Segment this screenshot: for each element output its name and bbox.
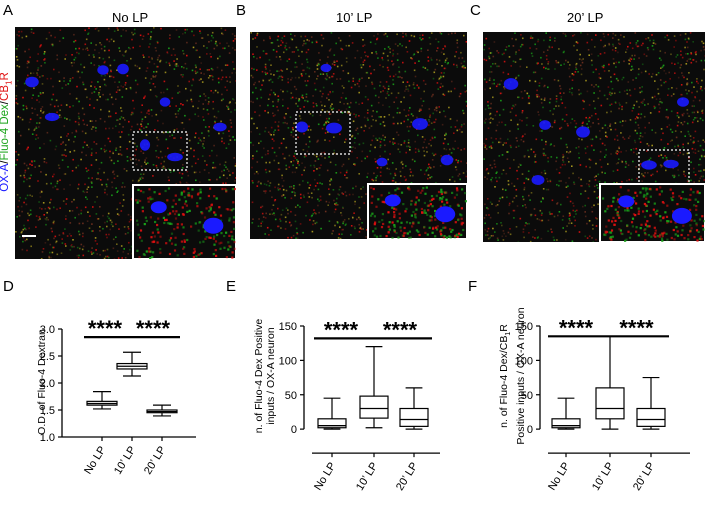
- x-tick-label: No LP: [82, 444, 108, 476]
- x-tick-label: 10’ LP: [590, 460, 616, 492]
- inset-neuron: [435, 206, 456, 223]
- significance-stars: ****: [619, 315, 654, 340]
- iqr-box: [551, 418, 581, 429]
- oxa-neuron: [677, 97, 689, 107]
- panel-a-title: No LP: [112, 10, 149, 25]
- micrograph-c: [483, 32, 705, 242]
- oxa-neuron: [97, 65, 109, 75]
- y-tick-label: 150: [515, 321, 533, 333]
- inset-neuron: [203, 217, 224, 234]
- box-plot-1: [86, 391, 118, 410]
- y-tick-label: 100: [515, 355, 533, 367]
- oxa-neuron: [326, 122, 342, 134]
- box-plot-3: [146, 404, 178, 417]
- y-tick-label: 100: [279, 355, 297, 367]
- box-plot-2: [359, 346, 389, 429]
- iqr-box: [595, 387, 625, 420]
- panel-letter-b: B: [236, 2, 247, 19]
- oxa-neuron: [440, 154, 454, 166]
- oxa-neuron: [44, 112, 60, 122]
- oxa-neuron: [159, 97, 171, 107]
- box-plot-1: [551, 397, 581, 430]
- oxa-neuron: [295, 121, 309, 133]
- x-tick-label: No LP: [312, 460, 338, 492]
- iqr-box: [399, 407, 429, 427]
- oxa-neuron: [641, 160, 657, 170]
- panel-letter-a: A: [3, 2, 14, 19]
- x-tick-label: 20’ LP: [142, 444, 168, 476]
- oxa-neuron: [320, 63, 332, 73]
- box-plot-2: [116, 351, 148, 377]
- inset-neuron: [618, 195, 635, 208]
- y-tick-label: 0: [291, 424, 297, 436]
- oxa-neuron: [376, 157, 388, 167]
- y-tick-label: 50: [521, 390, 533, 402]
- y-tick-label: 50: [285, 390, 297, 402]
- zoom-region-box: [132, 131, 188, 171]
- oxa-neuron: [139, 139, 151, 151]
- significance-stars: ****: [559, 315, 594, 340]
- iqr-box: [359, 395, 389, 419]
- micrograph-b: [250, 32, 467, 239]
- significance-stars: ****: [88, 316, 123, 341]
- y-tick-label: 0: [527, 424, 533, 436]
- y-tick-label: 2.0: [40, 378, 55, 390]
- oxa-neuron: [213, 122, 227, 132]
- inset-neuron: [671, 207, 692, 224]
- box-plot-3: [636, 376, 666, 430]
- y-tick-label: 1.5: [40, 405, 55, 417]
- box-plot-2: [595, 335, 625, 430]
- y-tick-label: 1.0: [40, 432, 55, 444]
- y-tick-label: 3.0: [40, 324, 55, 336]
- x-tick-label: 20’ LP: [631, 460, 657, 492]
- x-tick-label: 20’ LP: [394, 460, 420, 492]
- oxa-neuron: [531, 175, 545, 185]
- scale-bar: [22, 235, 36, 237]
- box-plot-3: [399, 387, 429, 430]
- panel-letter-c: C: [470, 2, 481, 19]
- x-tick-label: 10’ LP: [354, 460, 380, 492]
- x-tick-label: 10’ LP: [112, 444, 138, 476]
- panel-b-title: 10’ LP: [336, 10, 373, 25]
- iqr-box: [317, 418, 347, 429]
- oxa-neuron: [539, 120, 551, 130]
- y-tick-label: 150: [279, 321, 297, 333]
- panel-letter-f: F: [468, 278, 478, 295]
- inset-neuron: [150, 201, 167, 214]
- micrograph-texture: [250, 32, 467, 239]
- panel-c-title: 20’ LP: [567, 10, 604, 25]
- y-tick-label: 2.5: [40, 351, 55, 363]
- significance-stars: ****: [136, 316, 171, 341]
- panel-letter-d: D: [3, 278, 14, 295]
- micrograph-texture: [483, 32, 705, 242]
- oxa-neuron: [25, 76, 39, 88]
- micrograph-a: [15, 27, 236, 259]
- micrograph-texture: [15, 27, 236, 259]
- panel-letter-e: E: [226, 278, 237, 295]
- oxa-neuron: [167, 152, 183, 162]
- oxa-neuron: [117, 63, 129, 75]
- oxa-neuron: [663, 159, 679, 169]
- oxa-neuron: [576, 126, 590, 138]
- iqr-box: [636, 407, 666, 427]
- box-plot-1: [317, 397, 347, 430]
- significance-stars: ****: [324, 317, 359, 342]
- zoom-inset: [599, 183, 705, 242]
- oxa-neuron: [412, 118, 428, 130]
- x-tick-label: No LP: [546, 460, 572, 492]
- oxa-neuron: [503, 78, 519, 90]
- significance-stars: ****: [383, 317, 418, 342]
- inset-neuron: [384, 194, 401, 207]
